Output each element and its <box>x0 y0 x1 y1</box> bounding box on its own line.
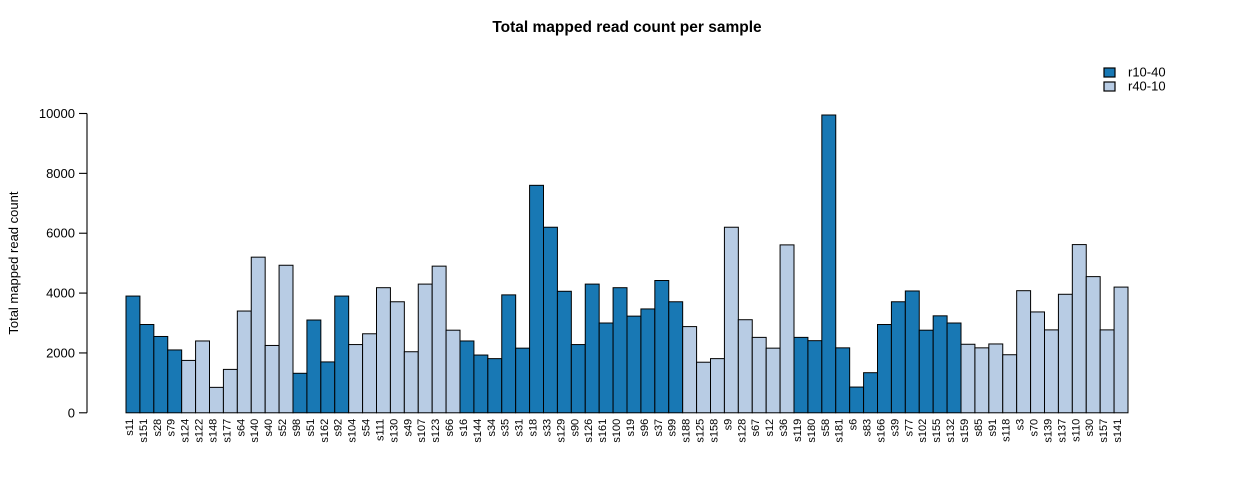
svg-text:s85: s85 <box>973 419 985 437</box>
svg-text:s166: s166 <box>875 419 887 443</box>
svg-text:s144: s144 <box>472 419 484 443</box>
svg-text:s77: s77 <box>903 419 915 437</box>
svg-text:s162: s162 <box>319 419 331 443</box>
svg-text:s54: s54 <box>361 419 373 437</box>
svg-text:s107: s107 <box>416 419 428 443</box>
svg-text:s119: s119 <box>792 419 804 442</box>
svg-text:s70: s70 <box>1029 419 1041 437</box>
svg-text:s58: s58 <box>820 419 832 437</box>
svg-text:s155: s155 <box>931 419 943 443</box>
svg-text:Total mapped read count: Total mapped read count <box>6 191 21 334</box>
svg-text:s151: s151 <box>138 419 150 443</box>
svg-text:s141: s141 <box>1112 419 1124 443</box>
svg-text:s3: s3 <box>1015 419 1027 431</box>
svg-text:s128: s128 <box>736 419 748 443</box>
svg-text:s66: s66 <box>444 419 456 437</box>
svg-text:s125: s125 <box>695 419 707 443</box>
svg-text:s148: s148 <box>207 419 219 443</box>
svg-text:s139: s139 <box>1042 419 1054 443</box>
svg-text:s40: s40 <box>263 419 275 437</box>
svg-text:s181: s181 <box>834 419 846 443</box>
svg-text:s158: s158 <box>708 419 720 443</box>
svg-text:s30: s30 <box>1084 419 1096 437</box>
svg-text:10000: 10000 <box>39 106 75 121</box>
svg-text:s92: s92 <box>333 419 345 437</box>
svg-text:s52: s52 <box>277 419 289 437</box>
svg-text:s137: s137 <box>1056 419 1068 443</box>
svg-text:s122: s122 <box>194 419 206 443</box>
svg-text:s99: s99 <box>667 419 679 437</box>
svg-text:r40-10: r40-10 <box>1128 79 1166 94</box>
svg-text:s159: s159 <box>959 419 971 443</box>
svg-text:s28: s28 <box>152 419 164 437</box>
svg-text:s19: s19 <box>625 419 637 437</box>
svg-text:s9: s9 <box>722 419 734 431</box>
svg-text:s31: s31 <box>514 419 526 437</box>
svg-text:s79: s79 <box>166 419 178 437</box>
svg-text:s67: s67 <box>750 419 762 437</box>
svg-text:s161: s161 <box>597 419 609 443</box>
svg-text:8000: 8000 <box>46 166 75 181</box>
svg-text:s188: s188 <box>681 419 693 443</box>
svg-text:s11: s11 <box>124 419 136 436</box>
svg-text:s35: s35 <box>500 419 512 437</box>
svg-text:s98: s98 <box>291 419 303 437</box>
svg-text:s34: s34 <box>486 419 498 437</box>
svg-text:s104: s104 <box>347 419 359 443</box>
svg-text:s36: s36 <box>778 419 790 437</box>
svg-text:s118: s118 <box>1001 419 1013 442</box>
svg-text:s96: s96 <box>639 419 651 437</box>
svg-text:s64: s64 <box>235 419 247 437</box>
svg-text:s49: s49 <box>402 419 414 437</box>
svg-text:s111: s111 <box>374 419 386 441</box>
svg-text:0: 0 <box>68 405 75 420</box>
svg-text:s33: s33 <box>541 419 553 437</box>
svg-text:6000: 6000 <box>46 226 75 241</box>
svg-text:s6: s6 <box>848 419 860 431</box>
svg-text:s140: s140 <box>249 419 261 443</box>
svg-text:s110: s110 <box>1070 419 1082 442</box>
svg-text:s180: s180 <box>806 419 818 443</box>
svg-text:s123: s123 <box>430 419 442 443</box>
svg-text:s132: s132 <box>945 419 957 443</box>
svg-text:s124: s124 <box>180 419 192 443</box>
svg-text:s129: s129 <box>555 419 567 443</box>
svg-text:s177: s177 <box>221 419 233 443</box>
svg-text:s100: s100 <box>611 419 623 443</box>
svg-text:s102: s102 <box>917 419 929 443</box>
svg-text:s90: s90 <box>569 419 581 437</box>
svg-text:s157: s157 <box>1098 419 1110 443</box>
svg-text:2000: 2000 <box>46 345 75 360</box>
svg-text:s39: s39 <box>889 419 901 437</box>
svg-text:s130: s130 <box>388 419 400 443</box>
svg-text:s16: s16 <box>458 419 470 437</box>
svg-text:s126: s126 <box>583 419 595 443</box>
svg-text:r10-40: r10-40 <box>1128 65 1166 80</box>
svg-text:s18: s18 <box>528 419 540 437</box>
svg-text:s51: s51 <box>305 419 317 437</box>
svg-text:s91: s91 <box>987 419 999 437</box>
svg-text:s83: s83 <box>862 419 874 437</box>
svg-text:s12: s12 <box>764 419 776 437</box>
svg-text:Total mapped read count per sa: Total mapped read count per sample <box>492 19 762 36</box>
svg-text:4000: 4000 <box>46 286 75 301</box>
svg-text:s37: s37 <box>653 419 665 437</box>
